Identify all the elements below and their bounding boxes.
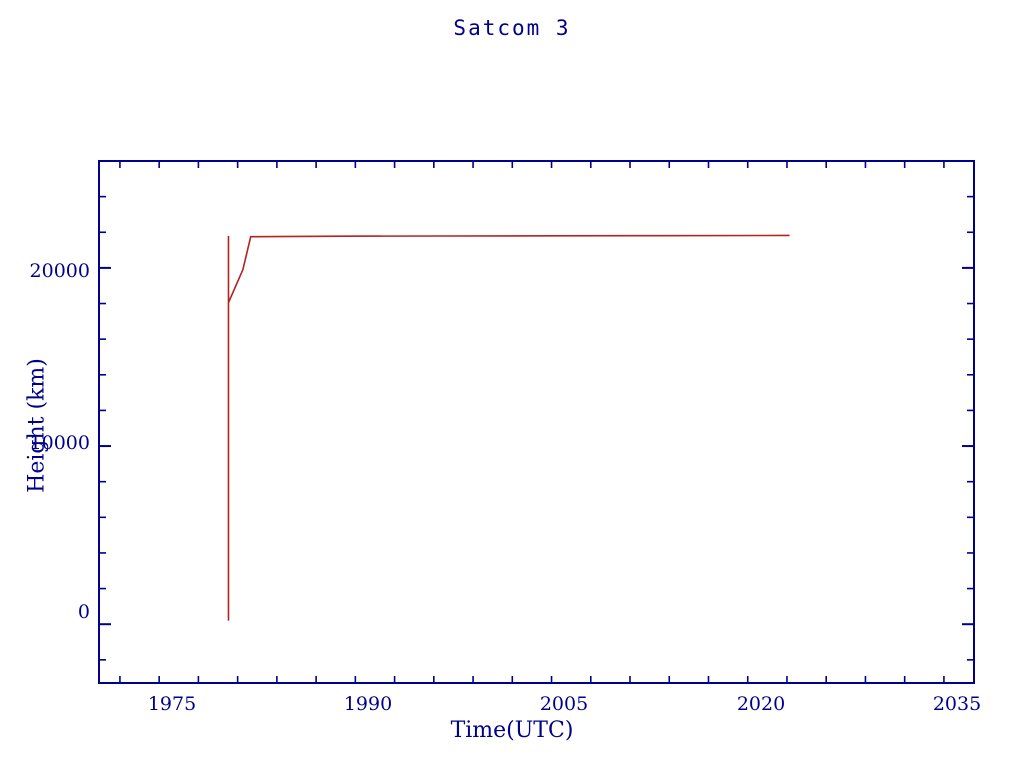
y-tick-label-20000: 20000 [29, 260, 90, 282]
x-tick-label-2020: 2020 [736, 693, 786, 715]
x-tick-label-2005: 2005 [539, 693, 589, 715]
x-tick-label-2035: 2035 [932, 693, 982, 715]
plot-frame [98, 160, 975, 684]
axis-ticks [99, 160, 974, 683]
x-axis-label: Time(UTC) [450, 718, 574, 743]
y-axis-label: Height (km) [24, 358, 50, 493]
series-line-Height (km) [227, 234, 790, 621]
x-tick-label-1990: 1990 [343, 693, 393, 715]
y-tick-label-10000: 10000 [29, 432, 90, 454]
y-tick-label-0: 0 [77, 601, 90, 623]
data-series [227, 234, 790, 621]
chart-title: Satcom 3 [453, 16, 571, 40]
x-tick-label-1975: 1975 [147, 693, 197, 715]
